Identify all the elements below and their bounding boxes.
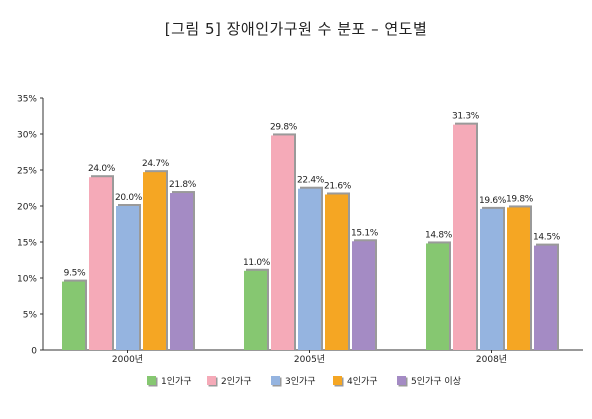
bar-value-label: 29.8% <box>270 122 298 132</box>
bar <box>143 172 166 350</box>
x-tick-label: 2008년 <box>476 354 507 365</box>
legend-label: 4인가구 <box>347 376 378 387</box>
y-tick-label: 0 <box>31 347 37 357</box>
y-tick-label: 5% <box>23 311 38 321</box>
bar <box>170 193 193 350</box>
chart-title: [그림 5] 장애인가구원 수 분포 – 연도별 <box>164 20 428 38</box>
bar-value-label: 24.0% <box>88 164 116 174</box>
y-tick-label: 30% <box>17 131 37 141</box>
bar-value-label: 22.4% <box>297 176 325 186</box>
bar-value-label: 31.3% <box>452 112 480 122</box>
y-tick-label: 35% <box>17 95 37 105</box>
bar <box>89 177 112 350</box>
legend-swatch <box>397 376 406 385</box>
y-tick-label: 25% <box>17 167 37 177</box>
bar-value-label: 14.8% <box>425 230 453 240</box>
bar-value-label: 21.8% <box>169 180 197 190</box>
x-tick-label: 2005년 <box>294 354 325 365</box>
bar-value-label: 9.5% <box>64 269 86 279</box>
bar-value-label: 21.6% <box>324 181 352 191</box>
bar-value-label: 15.1% <box>351 228 379 238</box>
x-tick-label: 2000년 <box>112 354 143 365</box>
legend-label: 3인가구 <box>285 376 316 387</box>
bar-value-label: 20.0% <box>115 193 143 203</box>
legend-label: 5인가구 이상 <box>411 376 461 387</box>
bar-value-label: 24.7% <box>142 159 170 169</box>
bar <box>480 208 503 350</box>
y-tick-label: 20% <box>17 203 37 213</box>
bar-value-label: 14.5% <box>533 233 561 243</box>
bar <box>244 270 267 350</box>
y-tick-label: 10% <box>17 275 37 285</box>
bar <box>325 194 348 350</box>
legend-label: 1인가구 <box>161 376 192 387</box>
legend-swatch <box>147 376 156 385</box>
bar-value-label: 19.6% <box>479 196 507 206</box>
legend-label: 2인가구 <box>221 376 252 387</box>
bar-value-label: 11.0% <box>243 258 271 268</box>
bar <box>507 207 530 350</box>
y-tick-label: 15% <box>17 239 37 249</box>
bar <box>298 188 321 350</box>
bar <box>453 124 476 350</box>
bar <box>426 243 449 350</box>
bar <box>62 281 85 350</box>
bar <box>271 135 294 350</box>
legend-swatch <box>333 376 342 385</box>
legend-swatch <box>207 376 216 385</box>
legend-swatch <box>271 376 280 385</box>
bar <box>116 206 139 350</box>
bar-value-label: 19.8% <box>506 194 534 204</box>
bar <box>352 241 375 350</box>
bar <box>534 245 557 350</box>
